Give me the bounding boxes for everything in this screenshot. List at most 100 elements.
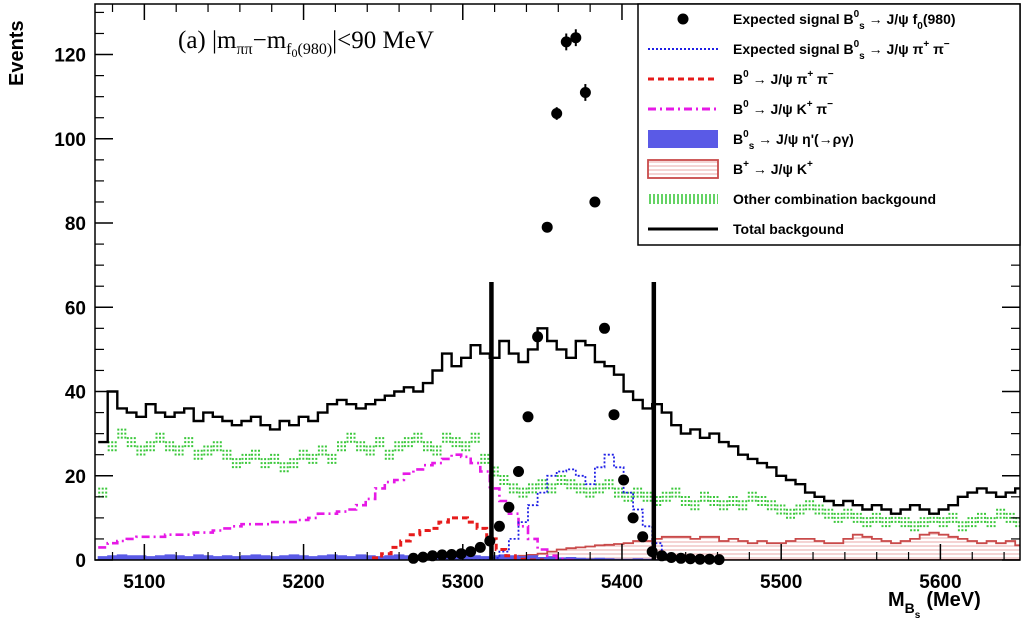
signal-point <box>541 221 553 233</box>
signal-point <box>646 546 658 558</box>
y-tick-label: 80 <box>65 214 86 235</box>
x-axis-label-main: M <box>888 589 905 611</box>
line-histograms <box>98 327 1020 560</box>
legend-label-b0_kpi: B0 → J/ψ K+ π− <box>733 99 833 117</box>
legend-label-part: 0 <box>743 69 749 80</box>
legend-label-part: Expected signal B <box>733 41 854 57</box>
legend-label-part: → J/ψ f <box>865 11 918 27</box>
legend-label-part: B <box>733 161 743 177</box>
legend-label-part: Other combination backgound <box>733 191 936 207</box>
legend-label-part: π <box>813 101 828 117</box>
legend-label-part: B <box>733 71 743 87</box>
legend-label-part: Expected signal B <box>733 11 854 27</box>
signal-point <box>436 549 448 561</box>
signal-points <box>407 29 725 566</box>
legend-label-part: − <box>827 99 833 110</box>
signal-point <box>704 553 715 565</box>
annotation-sub2b: 0 <box>291 46 297 60</box>
signal-point <box>579 87 591 98</box>
series-b0-kpi <box>98 453 576 560</box>
legend-label-part: + <box>923 39 929 50</box>
legend-label-part: → J/ψ π <box>749 71 808 87</box>
y-tick-label: 100 <box>54 130 86 151</box>
x-tick-label: 5400 <box>601 572 643 593</box>
signal-point <box>532 331 544 343</box>
x-tick-label: 5600 <box>919 572 961 593</box>
x-tick-label: 5100 <box>123 572 165 593</box>
y-tick-label: 40 <box>65 383 86 404</box>
x-tick-label: 5300 <box>442 572 484 593</box>
annotation-sub2: f <box>286 41 292 58</box>
signal-point <box>551 108 563 119</box>
signal-point <box>675 552 687 564</box>
legend-label-part: B <box>733 131 743 147</box>
annotation-mid: −m <box>253 27 287 54</box>
legend-label-part: s <box>749 141 755 152</box>
legend-label-bs_etap: B0s → J/ψ η'(→ργ) <box>733 129 854 152</box>
x-tick-label: 5200 <box>282 572 324 593</box>
legend-label-part: π <box>813 71 828 87</box>
y-tick-label: 0 <box>75 551 86 572</box>
signal-point <box>493 520 505 532</box>
legend-label-other: Other combination backgound <box>733 191 936 207</box>
signal-point <box>560 36 572 48</box>
signal-point <box>665 552 677 563</box>
legend-label-part: 0 <box>743 99 749 110</box>
signal-point <box>570 32 582 44</box>
signal-point <box>427 550 438 562</box>
legend-label-part: → J/ψ K <box>749 161 807 177</box>
legend-marker <box>647 159 719 179</box>
legend-label-part: (980) <box>923 11 956 27</box>
legend-label-part: 0 <box>917 21 923 32</box>
signal-point <box>684 553 696 565</box>
annotation: (a) |mππ−mf0(980)|<90 MeV <box>178 27 434 60</box>
series-b0-pipi <box>372 516 544 560</box>
legend-label-part: π <box>929 41 944 57</box>
x-axis-label-sub: B <box>905 600 915 616</box>
legend-label-signal_pipi: Expected signal B0s → J/ψ π+ π− <box>733 39 950 62</box>
signal-point <box>522 411 534 423</box>
legend-box <box>637 3 1021 246</box>
legend-label-part: 0 <box>743 129 749 140</box>
legend: Expected signal B0s → J/ψ f0(980)Expecte… <box>637 3 1021 246</box>
signal-point <box>627 512 639 524</box>
legend-label-part: + <box>807 69 813 80</box>
signal-point <box>513 466 524 477</box>
y-tick-label: 60 <box>65 298 86 319</box>
x-axis-label-unit: (MeV) <box>926 589 980 611</box>
signal-point <box>656 550 668 562</box>
x-axis-label-subsub: s <box>915 610 921 621</box>
signal-point <box>599 322 610 334</box>
x-axis-label: MBs (MeV) <box>888 589 981 621</box>
series-total-background <box>98 327 1020 515</box>
y-axis-label: Events <box>6 20 28 86</box>
legend-label-part: + <box>807 159 813 170</box>
legend-label-b0_pipi: B0 → J/ψ π+ π− <box>733 69 834 87</box>
legend-label-part: s <box>859 51 865 62</box>
legend-label-part: − <box>944 39 950 50</box>
plot-frame <box>94 3 1021 561</box>
annotation-prefix: (a) |m <box>178 27 237 54</box>
legend-label-part: → J/ψ η'(→ργ) <box>754 131 854 147</box>
legend-label-part: + <box>743 159 749 170</box>
legend-label-part: → J/ψ π <box>865 41 924 57</box>
legend-label-total: Total backgound <box>733 221 844 237</box>
signal-point <box>446 549 458 560</box>
legend-label-part: − <box>828 69 834 80</box>
signal-point <box>484 535 496 547</box>
signal-point <box>503 501 515 513</box>
legend-label-part: + <box>807 99 813 110</box>
series-bplus-k <box>469 531 1020 560</box>
signal-point <box>474 541 486 553</box>
legend-label-part: Total backgound <box>733 221 844 237</box>
legend-label-part: B <box>733 101 743 117</box>
signal-point <box>455 548 467 560</box>
signal-point <box>694 553 706 565</box>
signal-point <box>417 551 429 563</box>
annotation-suffix: |<90 MeV <box>332 27 434 54</box>
legend-label-part: 0 <box>854 9 860 20</box>
legend-marker <box>648 194 718 204</box>
signal-point <box>608 409 620 421</box>
y-tick-label: 20 <box>65 467 86 488</box>
